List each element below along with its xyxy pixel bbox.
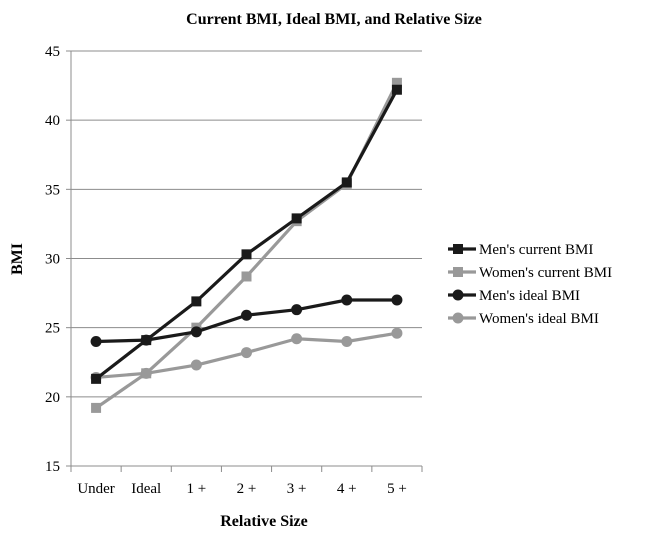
legend-label: Women's current BMI (479, 265, 612, 281)
x-tick-label: 5 + (387, 481, 407, 497)
series-line (95, 88, 399, 381)
series-3 (90, 327, 403, 383)
data-point (91, 402, 102, 413)
series-lines (90, 77, 403, 413)
data-point (141, 335, 152, 346)
data-point (341, 336, 353, 347)
series-line (95, 82, 399, 410)
y-tick-label: 20 (45, 390, 60, 406)
data-point (90, 336, 102, 347)
chart-title: Current BMI, Ideal BMI, and Relative Siz… (186, 11, 482, 28)
data-point (391, 327, 403, 339)
data-point (291, 333, 303, 345)
series-line (96, 298, 397, 344)
data-point (191, 296, 202, 307)
data-point (241, 271, 252, 282)
data-point (391, 77, 402, 88)
data-point (141, 368, 152, 379)
data-point (91, 373, 102, 384)
legend-marker (452, 289, 464, 301)
y-tick-label: 40 (45, 113, 60, 129)
legend-label: Women's ideal BMI (479, 311, 599, 327)
legend-marker (453, 244, 463, 254)
data-point (341, 294, 353, 306)
data-point (391, 84, 402, 95)
y-tick-label: 45 (45, 44, 60, 60)
y-tick-label: 30 (45, 252, 60, 268)
legend-label: Men's ideal BMI (479, 288, 580, 304)
data-point (291, 304, 303, 316)
axes: 15 20 25 30 35 40 45 Under Ideal 1 + 2 + 3 + 4 + 5 + (45, 44, 423, 497)
x-tick-label: Ideal (131, 481, 161, 497)
y-axis-title: BMI (9, 243, 26, 275)
y-tick-label: 25 (45, 321, 60, 337)
legend-marker (452, 312, 464, 324)
legend: Men's current BMI Women's current BMI Men'… (448, 242, 612, 327)
data-point (241, 309, 252, 321)
x-tick-label: 1 + (186, 481, 206, 497)
data-point (241, 249, 252, 260)
data-point (341, 177, 352, 188)
series-0 (91, 84, 402, 384)
x-axis-title: Relative Size (220, 513, 308, 530)
legend-label: Men's current BMI (479, 242, 593, 258)
data-point (391, 294, 403, 306)
data-point (241, 347, 252, 359)
data-point (190, 359, 202, 371)
y-tick-label: 15 (45, 459, 60, 475)
x-tick-label: 4 + (337, 481, 357, 497)
gridlines (71, 50, 422, 398)
y-tick-label: 35 (45, 182, 60, 198)
x-tick-label: Under (77, 481, 115, 497)
data-point (190, 326, 202, 338)
data-point (291, 213, 302, 224)
series-1 (91, 77, 402, 413)
x-tick-label: 3 + (287, 481, 307, 497)
legend-marker (453, 267, 463, 277)
x-tick-label: 2 + (237, 481, 257, 497)
